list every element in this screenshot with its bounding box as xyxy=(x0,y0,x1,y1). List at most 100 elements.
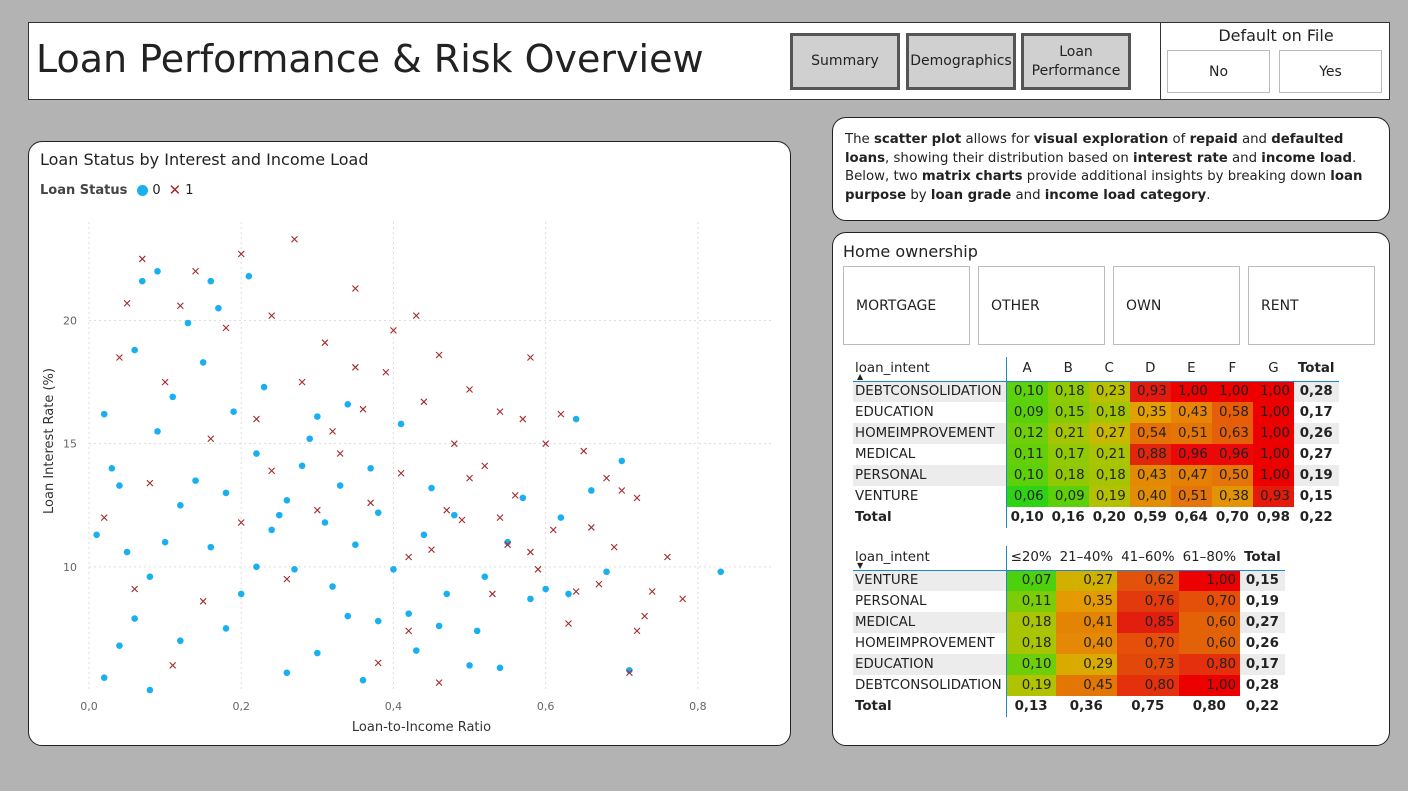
matrix-column-header[interactable]: 61–80% xyxy=(1178,546,1241,571)
description-segment: income load category xyxy=(1044,187,1207,203)
data-point-defaulted xyxy=(222,324,230,332)
data-point-repaid xyxy=(565,590,572,598)
data-point-defaulted xyxy=(192,267,199,275)
home-option-own[interactable]: OWN xyxy=(1113,266,1240,345)
data-point-defaulted xyxy=(496,514,504,521)
data-point-defaulted xyxy=(679,595,687,603)
matrix-cell: 0,54 xyxy=(1129,423,1171,444)
scatter-card: Loan Status by Interest and Income Load … xyxy=(28,141,791,746)
data-point-defaulted xyxy=(298,378,306,386)
matrix-cell: 0,93 xyxy=(1129,381,1171,402)
matrix-column-header[interactable]: C xyxy=(1088,357,1130,382)
data-point-repaid xyxy=(374,617,382,625)
matrix-column-header[interactable]: D xyxy=(1129,357,1171,382)
home-option-other[interactable]: OTHER xyxy=(978,266,1105,345)
data-point-repaid xyxy=(199,359,207,366)
matrix-column-header[interactable]: B xyxy=(1047,357,1089,382)
data-point-repaid xyxy=(146,686,154,694)
header-bar: Loan Performance & Risk Overview Summary… xyxy=(28,22,1390,100)
demographics-button[interactable]: Demographics xyxy=(906,33,1016,90)
matrix-cell: 1,00 xyxy=(1178,675,1241,696)
matrix-cell: 0,18 xyxy=(1006,612,1056,633)
matrix-cell: 0,70 xyxy=(1117,633,1179,654)
matrix-row-header[interactable]: loan_intent ▲ xyxy=(853,357,1007,382)
matrix-total-header: Total xyxy=(1293,357,1339,382)
matrix-cell: 0,07 xyxy=(1006,570,1056,591)
y-tick-label: 10 xyxy=(63,561,77,574)
matrix-cell: 0,80 xyxy=(1178,654,1241,675)
loan-performance-button[interactable]: Loan Performance xyxy=(1021,33,1131,90)
data-point-repaid xyxy=(618,457,626,465)
matrix-column-header[interactable]: F xyxy=(1211,357,1253,382)
data-point-defaulted xyxy=(321,339,329,347)
sort-arrow-icon[interactable]: ▲ xyxy=(857,371,864,381)
matrix-cell: 1,00 xyxy=(1252,465,1294,486)
data-point-defaulted xyxy=(131,585,139,593)
data-point-repaid xyxy=(245,272,253,280)
home-option-rent[interactable]: RENT xyxy=(1248,266,1375,345)
data-point-defaulted xyxy=(176,302,184,310)
matrix-row-label: VENTURE xyxy=(853,486,1007,507)
data-point-repaid xyxy=(138,277,146,285)
data-point-defaulted xyxy=(268,312,276,319)
data-point-defaulted xyxy=(527,548,534,556)
matrix-row-header[interactable]: loan_intent ▼ xyxy=(853,546,1007,571)
data-point-defaulted xyxy=(291,235,298,243)
matrix-column-header[interactable]: A xyxy=(1006,357,1048,382)
matrix-column-header[interactable]: 21–40% xyxy=(1055,546,1118,571)
matrix-column-header[interactable]: ≤20% xyxy=(1006,546,1056,571)
slicer-option-no[interactable]: No xyxy=(1167,50,1270,93)
legend-item-0[interactable]: 0 xyxy=(152,183,161,198)
matrix-column-header[interactable]: G xyxy=(1252,357,1294,382)
matrix-cell: 0,18 xyxy=(1047,465,1089,486)
description-segment: allows for xyxy=(961,132,1034,147)
data-point-defaulted xyxy=(199,597,207,605)
description-segment: and xyxy=(1227,150,1262,166)
matrix-cell: 0,10 xyxy=(1006,381,1048,402)
data-point-defaulted xyxy=(237,250,245,258)
grade-matrix: loan_intent ▲ A B C D E F G Total DEBTCONSOLIDATIO… xyxy=(853,357,1339,528)
data-point-repaid xyxy=(344,400,352,408)
x-tick-label: 0,0 xyxy=(80,700,98,713)
home-option-mortgage[interactable]: MORTGAGE xyxy=(843,266,970,345)
summary-button[interactable]: Summary xyxy=(790,33,900,90)
data-point-defaulted xyxy=(450,440,458,448)
matrix-total-row: Total 0,10 0,16 0,20 0,59 0,64 0,70 0,98 0,22 xyxy=(853,507,1339,528)
matrix-cell: 0,38 xyxy=(1211,486,1253,507)
data-point-repaid xyxy=(116,642,123,649)
data-point-defaulted xyxy=(397,469,405,477)
matrix-cell: 1,00 xyxy=(1252,381,1294,402)
data-point-defaulted xyxy=(595,580,603,588)
data-point-defaulted xyxy=(420,398,428,406)
matrix-cell: 0,63 xyxy=(1211,423,1253,444)
matrix-cell: 0,18 xyxy=(1006,633,1056,654)
data-point-repaid xyxy=(93,531,100,539)
data-point-defaulted xyxy=(587,524,595,531)
matrix-row: VENTURE 0,06 0,09 0,19 0,40 0,51 0,38 0,93 0,15 xyxy=(853,486,1339,507)
description-segment: . xyxy=(1206,187,1211,203)
matrix-cell: 0,58 xyxy=(1211,402,1253,423)
home-ownership-card: Home ownership MORTGAGE OTHER OWN RENT l… xyxy=(832,232,1390,746)
legend-title: Loan Status xyxy=(40,183,128,198)
matrix-cell: 1,00 xyxy=(1211,381,1253,402)
legend-item-1[interactable]: 1 xyxy=(185,183,194,198)
data-point-defaulted xyxy=(466,474,473,482)
matrix-cell: 0,93 xyxy=(1252,486,1294,507)
matrix-cell: 0,40 xyxy=(1129,486,1171,507)
description-segment: scatter plot xyxy=(873,132,962,147)
data-point-repaid xyxy=(314,413,321,420)
data-point-repaid xyxy=(443,590,451,598)
legend-dot-icon xyxy=(137,185,149,196)
slicer-option-yes[interactable]: Yes xyxy=(1279,50,1382,93)
data-point-repaid xyxy=(230,408,237,415)
data-point-defaulted xyxy=(527,354,534,361)
matrix-column-header[interactable]: 41–60% xyxy=(1117,546,1179,571)
matrix-column-header[interactable]: E xyxy=(1170,357,1212,382)
sort-arrow-icon[interactable]: ▼ xyxy=(857,560,864,570)
data-point-repaid xyxy=(397,420,405,428)
data-point-defaulted xyxy=(466,386,473,393)
matrix-cell: 1,00 xyxy=(1252,444,1294,465)
matrix-row-total: 0,19 xyxy=(1293,465,1339,486)
matrix-cell: 0,10 xyxy=(1006,465,1048,486)
